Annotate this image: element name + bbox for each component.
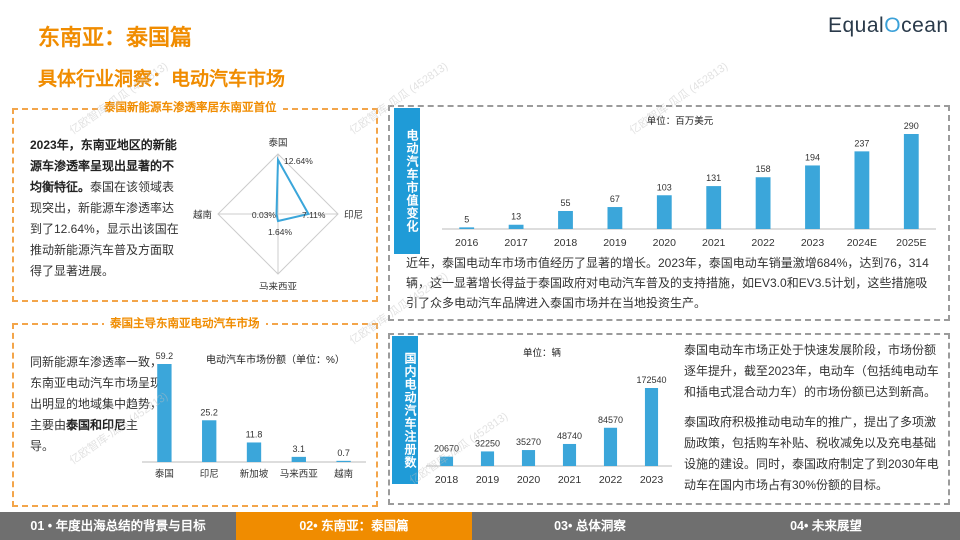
footer-tab-2[interactable]: 02• 东南亚：泰国篇 [236,512,472,540]
data-label: 25.2 [200,407,218,417]
radar-axis-label: 泰国 [268,137,287,149]
tick-label: 2021 [702,237,726,249]
data-label: 237 [854,138,869,148]
radar-axis-label: 马来西亚 [259,282,298,290]
registration-panel-tab: 国内电动汽车注册数 [392,336,418,484]
market-value-bar-chart: 单位：百万美元 5 2016 13 2017 55 2018 67 2019 103 2020 131… [442,115,936,249]
data-label: 20670 [434,444,459,454]
brand-logo: EqualOcean [828,14,949,37]
bar [644,388,659,466]
registration-text-1: 泰国电动车市场正处于快速发展阶段，市场份额逐年提升，截至2023年，电动车（包括… [684,343,939,399]
data-label: 11.8 [246,429,263,439]
tick-label: 越南 [334,468,353,480]
data-label: 13 [511,212,521,222]
bar [603,427,618,466]
bar [706,186,722,229]
bar [336,460,351,462]
bar [480,451,495,466]
bar [755,177,771,229]
registration-bar-chart: 单位：辆 20670 2018 32250 2019 35270 2020 48740 2021… [426,347,672,486]
bar [854,151,870,229]
page-title: 东南亚：泰国篇 [38,25,193,50]
radar-axis-label: 越南 [193,209,212,221]
value-panel-tab: 电动汽车市值变化 [394,108,420,254]
tick-label: 2019 [603,237,627,249]
data-label: 35270 [516,437,541,447]
radar-value-label: 1.64% [268,227,293,237]
registration-text-2: 泰国政府积极推动电动车的推广，提出了多项激励政策，包括购车补贴、税收减免以及充电… [684,415,939,492]
data-label: 55 [560,198,570,208]
bar [607,207,623,229]
bar [656,195,672,229]
data-label: 131 [706,173,721,183]
bar [246,442,262,462]
data-label: 67 [610,194,620,204]
radar-value-label: 0.03% [252,210,277,220]
radar-axis-label: 印尼 [344,209,363,221]
tick-label: 新加坡 [240,468,269,480]
data-label: 172540 [636,375,666,385]
data-label: 48740 [557,431,582,441]
data-label: 158 [756,164,771,174]
tick-label: 2025E [896,237,926,249]
tick-label: 印尼 [200,468,219,480]
data-label: 84570 [598,415,623,425]
data-label: 3.1 [293,444,306,454]
data-label: 32250 [475,438,500,448]
registration-panel [388,333,950,505]
page-subtitle: 具体行业洞察：电动汽车市场 [38,69,286,90]
tick-label: 2018 [435,474,459,486]
chart-title: 电动汽车市场份额（单位：%） [206,353,345,366]
chart-title: 单位：辆 [523,347,562,359]
tick-label: 2020 [653,237,677,249]
tick-label: 2016 [455,237,479,249]
share-bar-chart: 电动汽车市场份额（单位：%） 59.2 泰国 25.2 印尼 11.8 新加坡 3.1 马来西亚… [142,351,366,480]
tick-label: 2024E [847,237,877,249]
tick-label: 2021 [558,474,582,486]
radar-value-label: 12.64% [284,156,313,166]
tick-label: 2017 [504,237,528,249]
footer-nav: 01 • 年度出海总结的背景与目标 02• 东南亚：泰国篇 03• 总体洞察 0… [0,512,960,540]
bar [439,456,454,466]
data-label: 59.2 [156,351,174,361]
tick-label: 2023 [640,474,664,486]
radar-series [275,156,310,223]
bar [521,450,536,466]
tick-label: 2018 [554,237,578,249]
data-label: 194 [805,152,820,162]
tick-label: 马来西亚 [280,469,319,480]
data-label: 5 [464,214,469,224]
bar [157,364,172,462]
value-text: 近年，泰国电动车市场市值经历了显著的增长。2023年，泰国电动车销量激增684%… [406,256,929,310]
bar [291,456,306,462]
data-label: 290 [904,121,919,131]
footer-tab-4[interactable]: 04• 未来展望 [790,519,862,533]
tick-label: 2020 [517,474,541,486]
bar [562,443,577,466]
share-panel-title: 泰国主导东南亚电动汽车市场 [104,315,266,331]
tick-label: 泰国 [155,468,174,480]
penetration-panel-title: 泰国新能源车渗透率居东南亚首位 [98,99,283,115]
tick-label: 2019 [476,474,500,486]
bar [508,224,524,229]
bar [459,227,475,229]
data-label: 103 [657,182,672,192]
penetration-text: 2023年，东南亚地区的新能源车渗透率呈现出显著的不均衡特征。泰国在该领域表现突… [30,138,179,278]
bar [558,210,573,229]
tick-label: 2023 [801,237,825,249]
tick-label: 2022 [751,237,775,249]
value-panel [388,105,950,321]
radar-value-label: 7.11% [302,210,326,220]
tick-label: 2022 [599,474,623,486]
bar [805,165,820,229]
share-text: 同新能源车渗透率一致，东南亚电动汽车市场呈现出明显的地域集中趋势，主要由泰国和印… [30,355,163,453]
chart-title: 单位：百万美元 [647,115,714,127]
footer-tab-3[interactable]: 03• 总体洞察 [554,519,626,533]
bar [202,420,217,462]
bar [903,134,919,229]
footer-tab-1[interactable]: 01 • 年度出海总结的背景与目标 [30,519,206,533]
data-label: 0.7 [337,448,350,458]
